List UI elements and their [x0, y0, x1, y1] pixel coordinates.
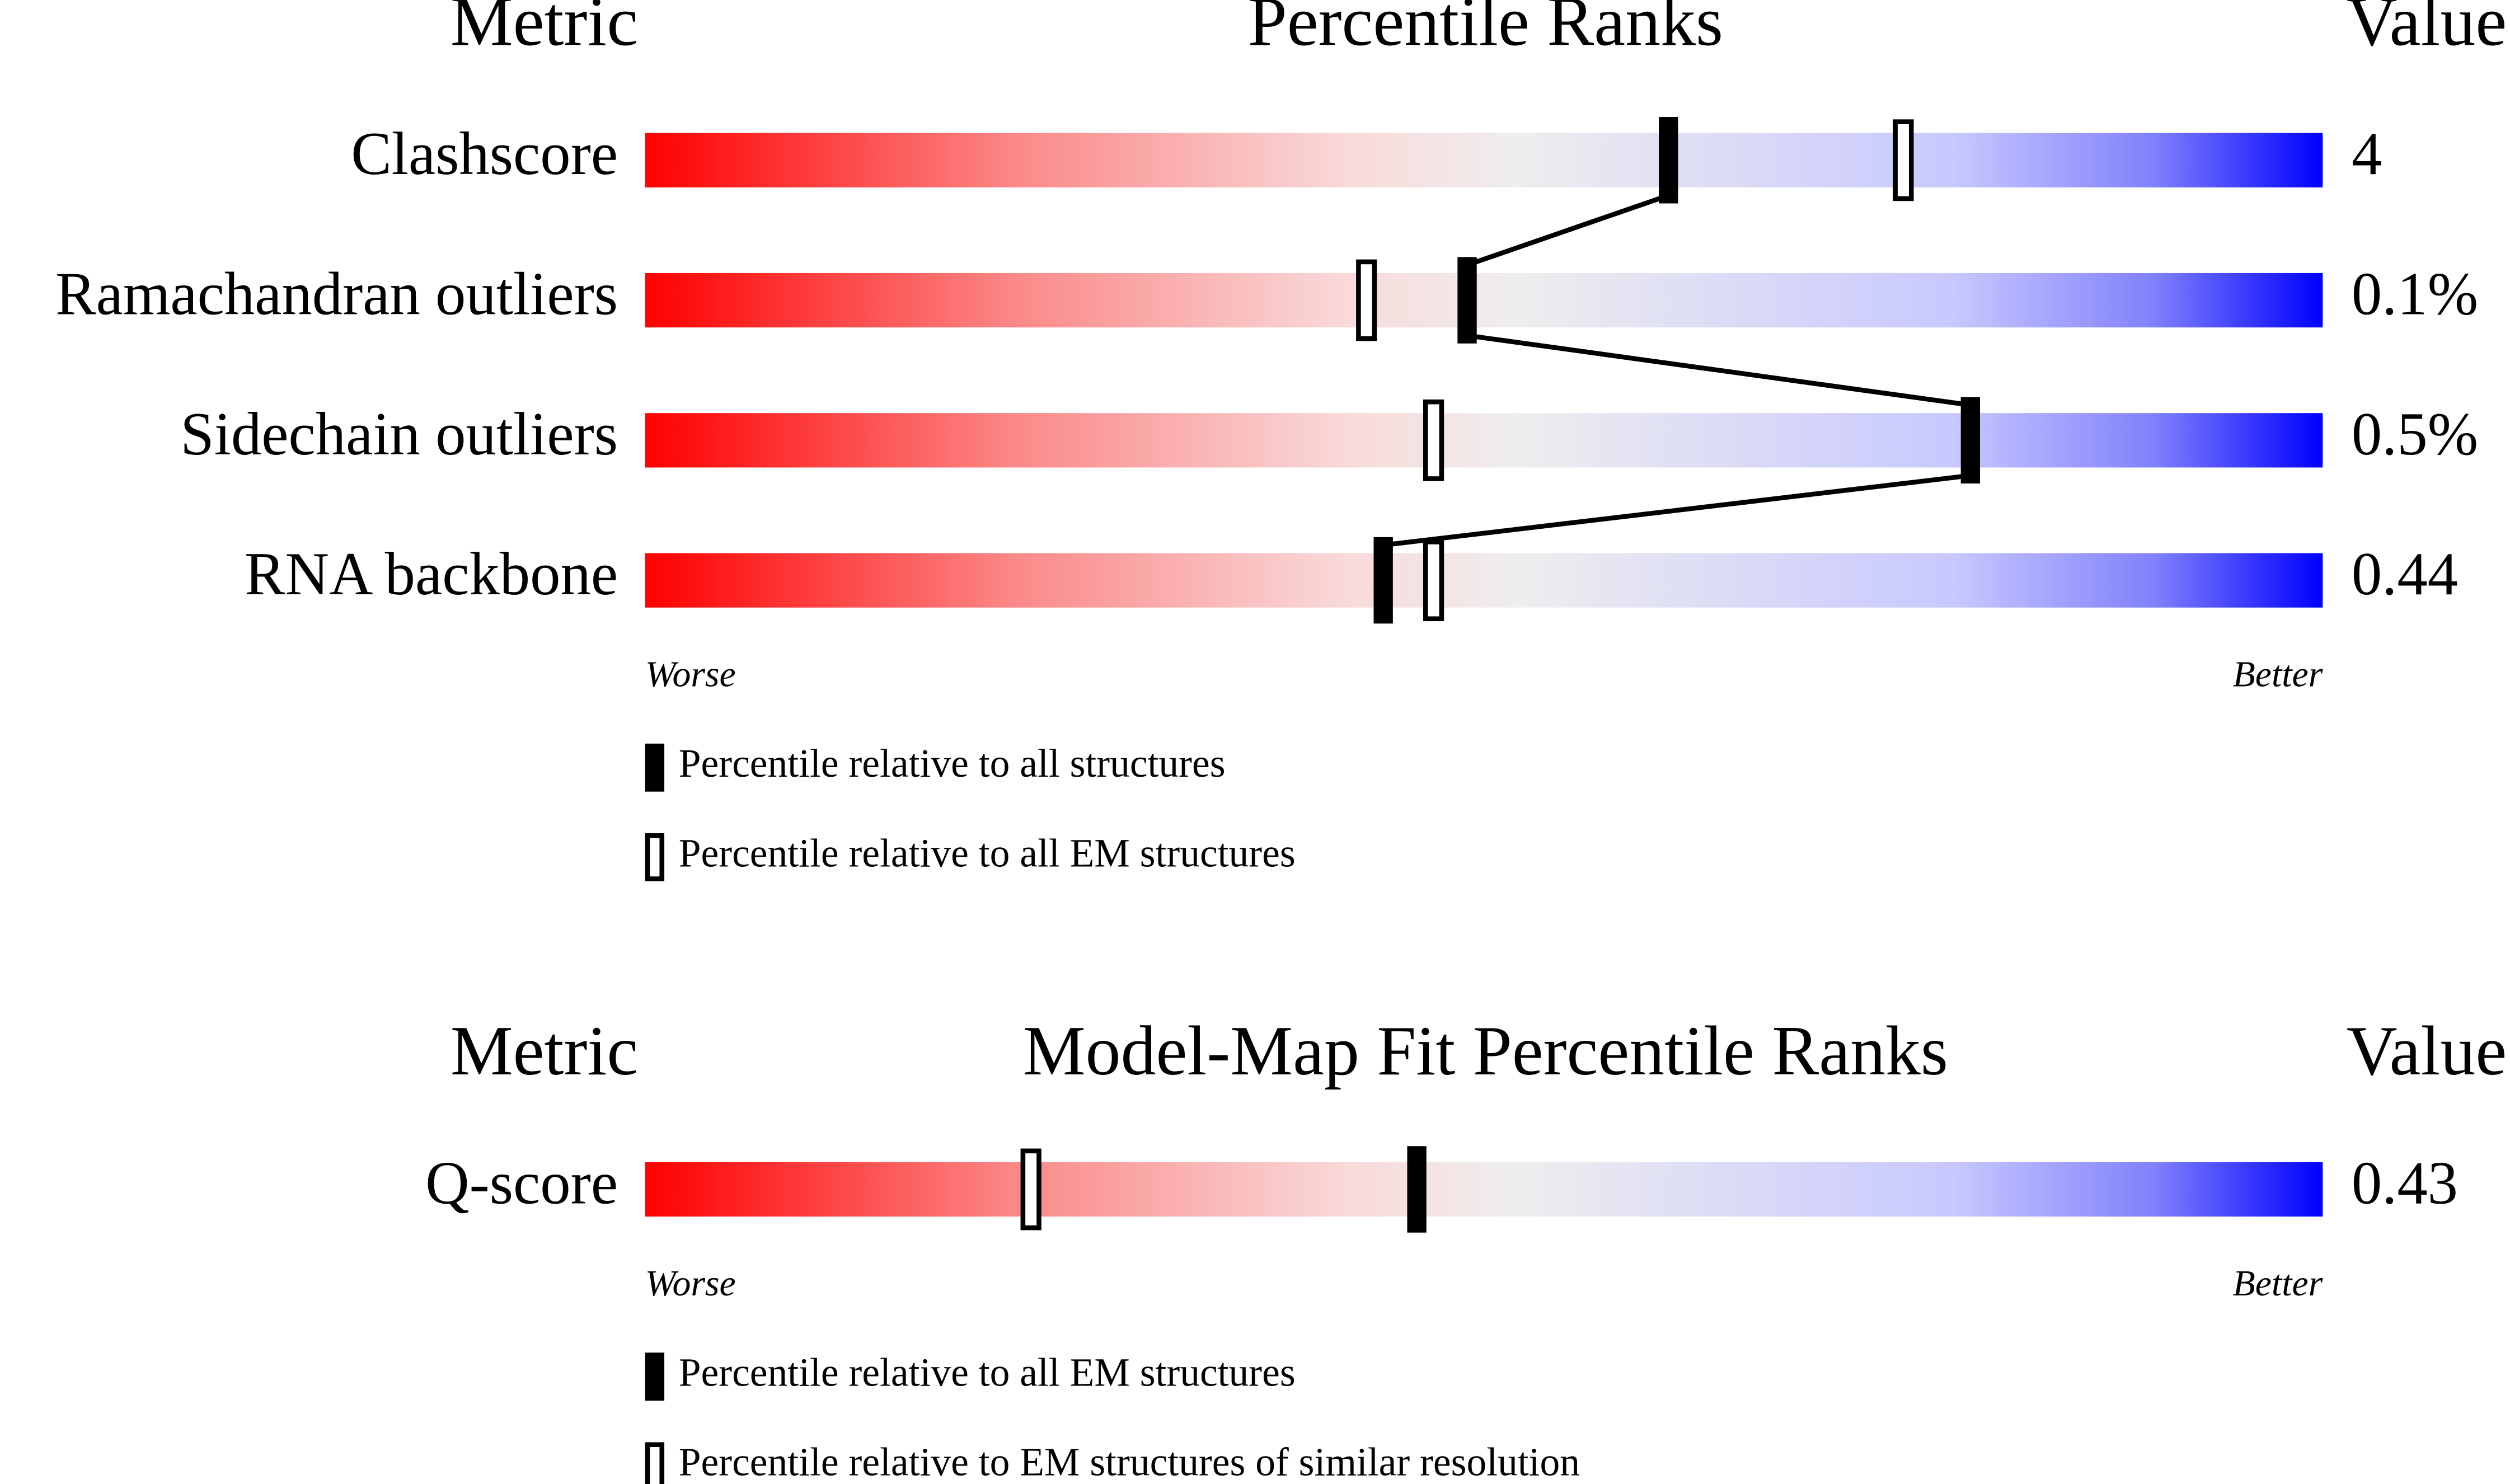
- better-label: Better: [2233, 1263, 2323, 1304]
- percentile-marker: [1893, 119, 1914, 201]
- metric-label: Clashscore: [351, 120, 618, 187]
- better-label: Better: [2233, 654, 2323, 695]
- metric-value: 0.43: [2352, 1149, 2458, 1217]
- percentile-marker: [1407, 1146, 1427, 1233]
- value-header: Value: [2347, 0, 2507, 61]
- metric-label: Q-score: [425, 1149, 618, 1217]
- metric-value: 4: [2352, 120, 2382, 187]
- percentile-marker: [1423, 539, 1444, 622]
- percentile-marker: [1960, 397, 1981, 484]
- metric-value: 0.44: [2352, 540, 2458, 608]
- metric-value: 0.1%: [2352, 260, 2478, 327]
- connector-line: [1466, 193, 1669, 267]
- metric-value: 0.5%: [2352, 400, 2478, 468]
- metric-label: Sidechain outliers: [180, 400, 618, 468]
- connector-line: [1383, 473, 1971, 548]
- legend-glyph: [645, 1352, 665, 1401]
- slider-bar: [645, 413, 2323, 468]
- metric-header: Metric: [451, 1012, 638, 1090]
- slider-bar: [645, 1162, 2323, 1217]
- percentile-marker: [1373, 537, 1393, 624]
- slider-bar: [645, 133, 2323, 187]
- chart-title: Model-Map Fit Percentile Ranks: [1023, 1012, 1948, 1090]
- legend-glyph: [645, 833, 665, 881]
- worse-label: Worse: [645, 654, 736, 695]
- chart-title: Percentile Ranks: [1248, 0, 1723, 61]
- percentile-marker: [1423, 399, 1444, 481]
- connector-line: [1466, 333, 1971, 408]
- metric-header: Metric: [451, 0, 638, 61]
- legend-label: Percentile relative to all structures: [679, 741, 1226, 786]
- legend-glyph: [645, 1442, 665, 1484]
- legend-glyph: [645, 743, 665, 792]
- legend-label: Percentile relative to all EM structures: [679, 831, 1296, 875]
- percentile-marker: [1659, 117, 1678, 204]
- percentile-marker: [1457, 257, 1477, 344]
- worse-label: Worse: [645, 1263, 736, 1304]
- slider-bar: [645, 273, 2323, 328]
- percentile-marker: [1020, 1148, 1041, 1231]
- legend-label: Percentile relative to EM structures of …: [679, 1440, 1580, 1484]
- metric-label: RNA backbone: [245, 540, 618, 608]
- metric-label: Ramachandran outliers: [55, 260, 618, 327]
- percentile-marker: [1356, 259, 1377, 341]
- value-header: Value: [2347, 1012, 2507, 1090]
- slider-bar: [645, 553, 2323, 608]
- legend-label: Percentile relative to all EM structures: [679, 1351, 1296, 1395]
